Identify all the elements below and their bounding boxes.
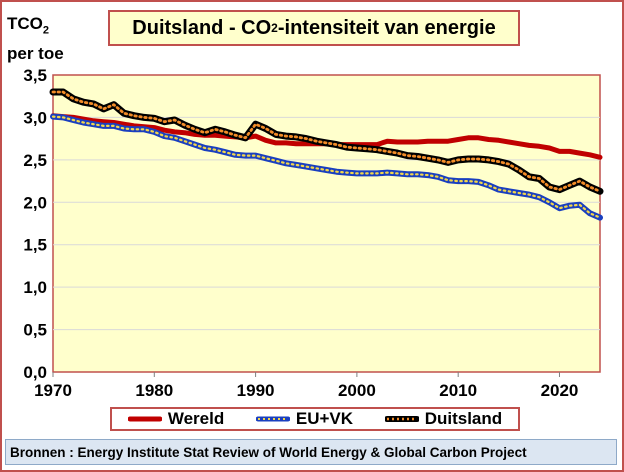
x-tick-label: 2010: [439, 381, 477, 400]
legend-duitsland-label: Duitsland: [425, 409, 502, 429]
line-chart: 0,0 0,5 1,0 1,5 2,0 2,5 3,0 3,5 1970 1980 1990 2000…: [0, 0, 624, 472]
legend-item-duitsland: Duitsland: [385, 409, 502, 429]
y-tick-label: 1,0: [23, 278, 47, 297]
y-tick-label: 1,5: [23, 236, 47, 255]
legend: Wereld EU+VK Duitsland: [110, 407, 520, 431]
x-tick-label: 1990: [237, 381, 275, 400]
legend-wereld-label: Wereld: [168, 409, 224, 429]
legend-euvk-swatch: [256, 414, 290, 424]
y-tick-label: 0,0: [23, 363, 47, 382]
y-tick-label: 3,0: [23, 108, 47, 127]
y-tick-label: 2,5: [23, 151, 47, 170]
plot-area: [53, 75, 600, 372]
y-tick-label: 3,5: [23, 66, 47, 85]
x-tick-label: 2020: [541, 381, 579, 400]
y-tick-label: 0,5: [23, 321, 47, 340]
y-tick-label: 2,0: [23, 193, 47, 212]
x-tick-label: 2000: [338, 381, 376, 400]
x-tick-label: 1980: [135, 381, 173, 400]
x-tick-label: 1970: [34, 381, 72, 400]
legend-item-euvk: EU+VK: [256, 409, 353, 429]
legend-euvk-label: EU+VK: [296, 409, 353, 429]
legend-item-wereld: Wereld: [128, 409, 224, 429]
legend-wereld-swatch: [128, 414, 162, 424]
legend-duitsland-swatch: [385, 414, 419, 424]
source-note: Bronnen : Energy Institute Stat Review o…: [5, 439, 617, 465]
